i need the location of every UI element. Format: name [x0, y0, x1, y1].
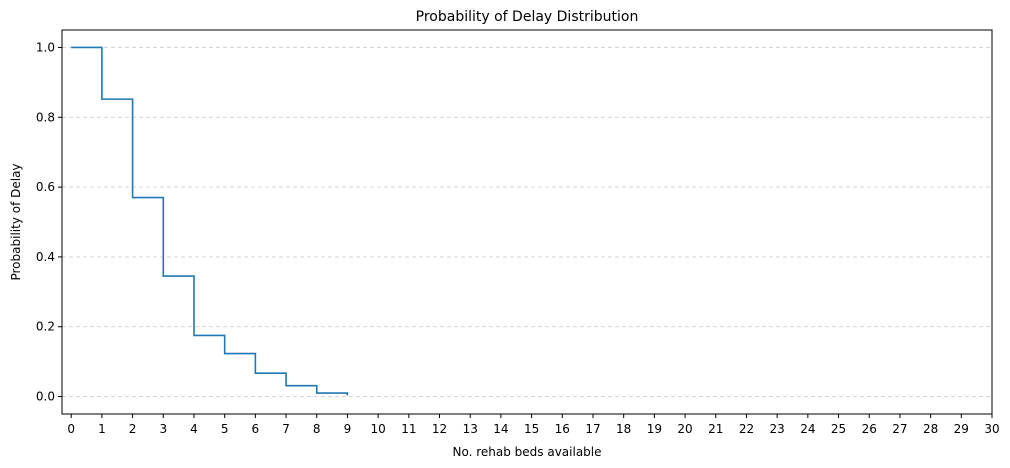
x-tick-label: 26: [862, 422, 877, 436]
x-tick-label: 2: [129, 422, 137, 436]
series-layer: [71, 46, 349, 396]
x-tick-label: 29: [954, 422, 969, 436]
x-tick-label: 9: [344, 422, 352, 436]
x-tick-label: 1: [98, 422, 106, 436]
x-tick-label: 5: [221, 422, 229, 436]
x-tick-label: 18: [616, 422, 631, 436]
y-tick-label: 0.0: [36, 390, 55, 404]
y-tick-label: 1.0: [36, 40, 55, 54]
x-tick-label: 11: [401, 422, 416, 436]
x-tick-label: 8: [313, 422, 321, 436]
plot-frame: [61, 29, 993, 415]
x-tick-label: 17: [585, 422, 600, 436]
x-tick-label: 23: [770, 422, 785, 436]
chart-title: Probability of Delay Distribution: [416, 9, 639, 25]
x-tick-label: 0: [67, 422, 75, 436]
x-tick-label: 21: [708, 422, 723, 436]
x-tick-label: 19: [647, 422, 662, 436]
x-tick-label: 27: [892, 422, 907, 436]
x-tick-label: 24: [800, 422, 815, 436]
x-tick-label: 30: [984, 422, 999, 436]
y-tick-label: 0.8: [36, 110, 55, 124]
x-tick-label: 28: [923, 422, 938, 436]
y-tick-label: 0.4: [36, 250, 55, 264]
x-tick-label: 7: [282, 422, 290, 436]
grid-lines: [62, 47, 992, 397]
x-tick-label: 10: [370, 422, 385, 436]
series-line: [71, 46, 349, 396]
y-tick-label: 0.6: [36, 180, 55, 194]
y-tick-label: 0.2: [36, 320, 55, 334]
x-tick-label: 25: [831, 422, 846, 436]
y-ticks: 0.0 0.2 0.4 0.6 0.8 1.0: [36, 40, 62, 404]
x-tick-label: 3: [159, 422, 167, 436]
x-tick-label: 6: [252, 422, 260, 436]
x-tick-label: 12: [432, 422, 447, 436]
x-tick-label: 15: [524, 422, 539, 436]
x-ticks: 0 1 2 3 4 5 6 7 8 9 10 11 12 13 14 15 16 17 18 19 20 21 22 23 24…: [67, 414, 1000, 436]
y-axis-label: Probability of Delay: [9, 163, 23, 280]
x-tick-label: 4: [190, 422, 198, 436]
x-tick-label: 22: [739, 422, 754, 436]
x-tick-label: 13: [463, 422, 478, 436]
x-axis-label: No. rehab beds available: [452, 445, 601, 459]
x-tick-label: 16: [555, 422, 570, 436]
x-tick-label: 20: [677, 422, 692, 436]
x-tick-label: 14: [493, 422, 508, 436]
